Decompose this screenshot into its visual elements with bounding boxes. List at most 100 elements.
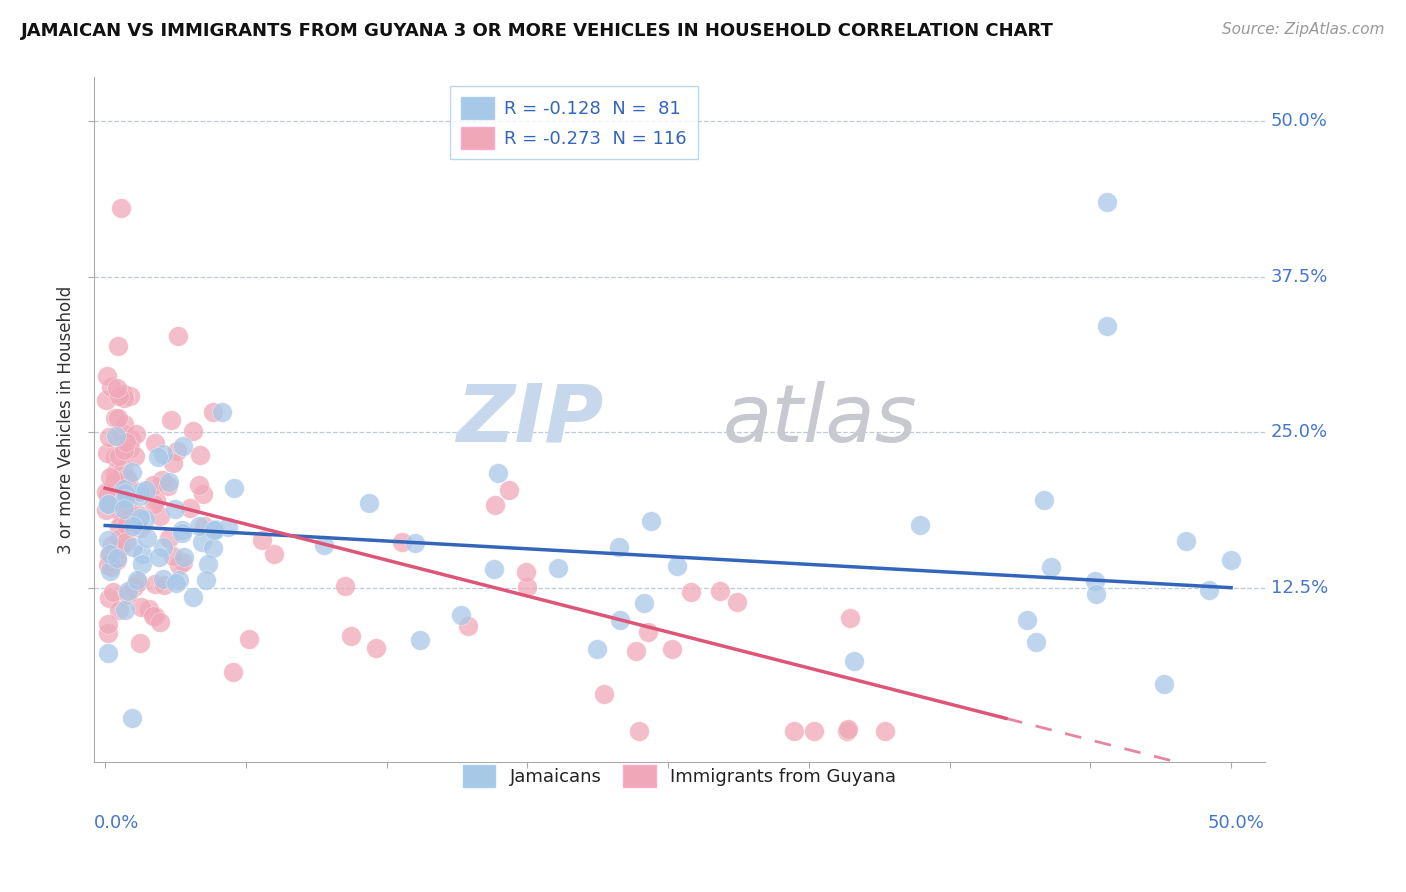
Point	[115, 518, 138, 533]
Point	[115, 434, 138, 449]
Point	[122, 580, 145, 594]
Point	[114, 491, 136, 506]
Point	[143, 608, 166, 623]
Point	[121, 519, 143, 533]
Point	[94, 502, 117, 516]
Point	[101, 538, 124, 552]
Point	[188, 477, 211, 491]
Point	[131, 558, 153, 572]
Point	[408, 633, 430, 648]
Point	[149, 615, 172, 629]
Point	[357, 495, 380, 509]
Point	[114, 500, 136, 514]
Point	[134, 512, 156, 526]
Point	[104, 450, 127, 465]
Text: Source: ZipAtlas.com: Source: ZipAtlas.com	[1222, 22, 1385, 37]
Point	[143, 436, 166, 450]
Y-axis label: 3 or more Vehicles in Household: 3 or more Vehicles in Household	[58, 285, 75, 554]
Point	[94, 392, 117, 407]
Point	[725, 595, 748, 609]
Point	[150, 474, 173, 488]
Point	[97, 489, 120, 503]
Point	[142, 497, 165, 511]
Point	[112, 443, 135, 458]
Point	[146, 450, 169, 465]
Point	[204, 522, 226, 536]
Point	[250, 533, 273, 548]
Point	[1153, 677, 1175, 691]
Point	[110, 506, 132, 520]
Point	[105, 550, 128, 565]
Point	[149, 508, 172, 523]
Point	[187, 519, 209, 533]
Point	[312, 538, 335, 552]
Point	[127, 518, 149, 533]
Point	[129, 600, 152, 615]
Point	[107, 389, 129, 403]
Text: 0.0%: 0.0%	[94, 814, 139, 832]
Point	[165, 502, 187, 516]
Point	[104, 466, 127, 480]
Point	[114, 417, 136, 431]
Point	[835, 723, 858, 738]
Point	[120, 442, 142, 456]
Point	[640, 514, 662, 528]
Point	[665, 559, 688, 574]
Point	[108, 520, 131, 534]
Point	[166, 329, 188, 343]
Point	[105, 553, 128, 567]
Point	[188, 448, 211, 462]
Point	[157, 479, 180, 493]
Point	[112, 391, 135, 405]
Point	[661, 642, 683, 657]
Point	[96, 497, 118, 511]
Point	[1220, 553, 1243, 567]
Point	[127, 574, 149, 589]
Point	[1097, 194, 1119, 209]
Point	[129, 521, 152, 535]
Point	[94, 485, 117, 500]
Point	[1032, 492, 1054, 507]
Point	[105, 429, 128, 443]
Point	[547, 560, 569, 574]
Point	[516, 580, 538, 594]
Text: 50.0%: 50.0%	[1208, 814, 1265, 832]
Point	[1039, 560, 1062, 574]
Point	[110, 201, 132, 215]
Point	[142, 478, 165, 492]
Text: 50.0%: 50.0%	[1271, 112, 1327, 130]
Point	[162, 456, 184, 470]
Point	[633, 595, 655, 609]
Point	[1175, 533, 1198, 548]
Point	[201, 405, 224, 419]
Point	[112, 462, 135, 476]
Point	[105, 381, 128, 395]
Point	[108, 531, 131, 545]
Point	[586, 642, 609, 657]
Point	[202, 523, 225, 537]
Text: 37.5%: 37.5%	[1271, 268, 1329, 285]
Point	[112, 387, 135, 401]
Point	[128, 636, 150, 650]
Text: ZIP: ZIP	[456, 381, 603, 458]
Point	[837, 722, 859, 736]
Point	[128, 511, 150, 525]
Point	[97, 548, 120, 562]
Point	[127, 573, 149, 587]
Point	[181, 425, 204, 439]
Point	[339, 629, 361, 643]
Point	[131, 547, 153, 561]
Point	[117, 587, 139, 601]
Point	[637, 625, 659, 640]
Point	[117, 473, 139, 487]
Point	[145, 492, 167, 507]
Point	[238, 632, 260, 646]
Point	[515, 566, 537, 580]
Point	[97, 626, 120, 640]
Point	[108, 603, 131, 617]
Point	[129, 484, 152, 499]
Point	[803, 723, 825, 738]
Text: 25.0%: 25.0%	[1271, 423, 1327, 442]
Point	[97, 533, 120, 548]
Point	[201, 541, 224, 555]
